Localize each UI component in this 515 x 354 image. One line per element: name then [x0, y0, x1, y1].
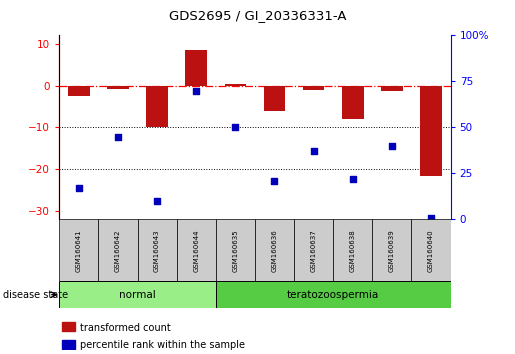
Point: [310, 149, 318, 154]
Text: GSM160640: GSM160640: [428, 229, 434, 272]
Bar: [59, 219, 98, 281]
Bar: [62, 339, 75, 349]
Bar: [107, 86, 129, 89]
Point: [427, 215, 435, 221]
Text: normal: normal: [119, 290, 156, 300]
Bar: [264, 86, 285, 111]
Text: GSM160639: GSM160639: [389, 229, 395, 272]
Bar: [372, 219, 411, 281]
Text: GSM160644: GSM160644: [193, 229, 199, 272]
Text: transformed count: transformed count: [80, 322, 170, 332]
Text: GSM160635: GSM160635: [232, 229, 238, 272]
Text: GSM160638: GSM160638: [350, 229, 356, 272]
Bar: [68, 86, 90, 96]
Bar: [216, 219, 255, 281]
Bar: [342, 86, 364, 119]
Bar: [216, 281, 451, 308]
Bar: [138, 219, 177, 281]
Text: GDS2695 / GI_20336331-A: GDS2695 / GI_20336331-A: [169, 9, 346, 22]
Bar: [294, 219, 333, 281]
Bar: [333, 219, 372, 281]
Bar: [225, 84, 246, 86]
Point: [75, 185, 83, 191]
Text: GSM160642: GSM160642: [115, 229, 121, 272]
Bar: [303, 86, 324, 90]
Text: GSM160637: GSM160637: [311, 229, 317, 272]
Text: GSM160643: GSM160643: [154, 229, 160, 272]
Text: GSM160636: GSM160636: [271, 229, 278, 272]
Bar: [420, 86, 442, 176]
Bar: [255, 219, 294, 281]
Point: [349, 176, 357, 182]
Point: [192, 88, 200, 93]
Bar: [381, 86, 403, 91]
Bar: [177, 219, 216, 281]
Point: [114, 134, 122, 139]
Point: [153, 198, 161, 204]
Point: [388, 143, 396, 149]
Bar: [411, 219, 451, 281]
Point: [231, 125, 239, 130]
Bar: [98, 219, 138, 281]
Bar: [59, 281, 216, 308]
Text: GSM160641: GSM160641: [76, 229, 82, 272]
Text: percentile rank within the sample: percentile rank within the sample: [80, 340, 245, 350]
Text: teratozoospermia: teratozoospermia: [287, 290, 380, 300]
Text: disease state: disease state: [3, 290, 67, 300]
Point: [270, 178, 279, 184]
Bar: [185, 50, 207, 86]
Bar: [62, 322, 75, 331]
Bar: [146, 86, 168, 127]
